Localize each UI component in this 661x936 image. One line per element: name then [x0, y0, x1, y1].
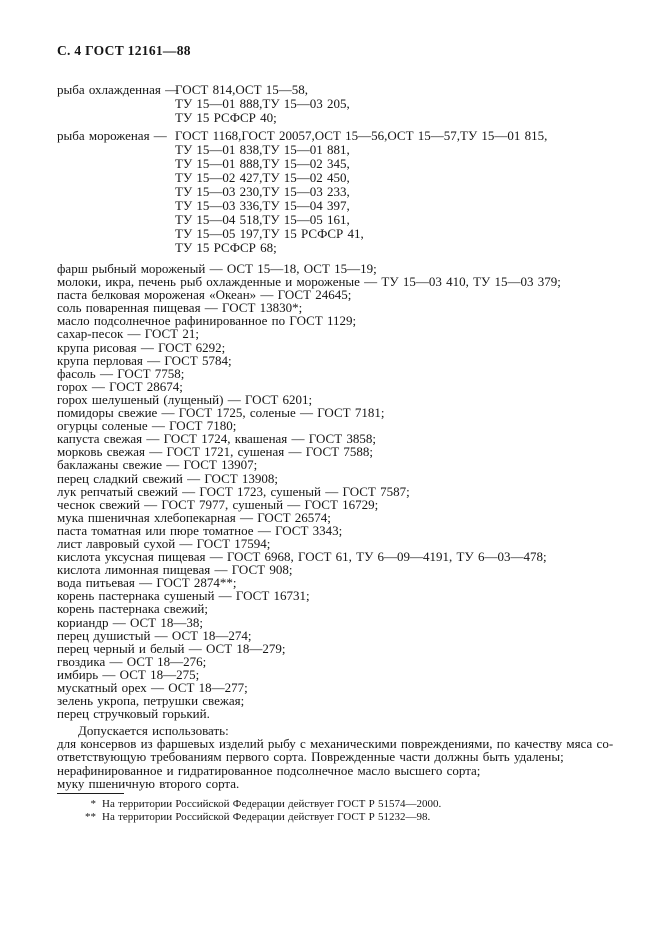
product-item-line: мука пшеничная хлебопекарная — ГОСТ 2657… [57, 509, 331, 525]
product-item-line: кориандр — ОСТ 18—38; [57, 614, 203, 630]
product-item-line: крупа перловая — ГОСТ 5784; [57, 352, 232, 368]
product-item-line: огурцы соленые — ГОСТ 7180; [57, 418, 237, 434]
product-item-line: корень пастернака свежий; [57, 601, 208, 617]
ref-line: ТУ 15—03 230,ТУ 15—03 233, [175, 184, 350, 199]
product-items: фарш рыбный мороженый — ОСТ 15—18, ОСТ 1… [57, 262, 623, 720]
ref-group-lines: ГОСТ 1168,ГОСТ 20057,ОСТ 15—56,ОСТ 15—57… [175, 129, 623, 255]
ref-line: ТУ 15—04 518,ТУ 15—05 161, [175, 212, 350, 227]
allowed-paragraph-line: для консервов из фаршевых изделий рыбу с… [57, 736, 614, 752]
product-item-line: перец сладкий свежий — ГОСТ 13908; [57, 470, 279, 486]
footnote-marker: * [90, 797, 97, 810]
footnote: ** На территории Российской Федерации дей… [57, 811, 623, 824]
footnotes: * На территории Российской Федерации дейс… [57, 798, 623, 824]
ref-group-label: рыба охлажденная — [57, 82, 179, 97]
product-item-line: горох — ГОСТ 28674; [57, 378, 183, 394]
ref-line: ТУ 15—05 197,ТУ 15 РСФСР 41, [175, 226, 364, 241]
ref-group: рыба мороженая — ГОСТ 1168,ГОСТ 20057,ОСТ… [57, 129, 623, 255]
product-item-line: помидоры свежие — ГОСТ 1725, соленые — Г… [57, 405, 385, 421]
product-item-line: горох шелушеный (лущеный) — ГОСТ 6201; [57, 391, 313, 407]
ref-line: ТУ 15—03 336,ТУ 15—04 397, [175, 198, 350, 213]
product-item-line: кислота уксусная пищевая — ГОСТ 6968, ГО… [57, 549, 547, 565]
ref-line: ТУ 15—02 427,ТУ 15—02 450, [175, 170, 350, 185]
product-item-line: соль поваренная пищевая — ГОСТ 13830*; [57, 300, 303, 316]
product-item-line: лист лавровый сухой — ГОСТ 17594; [57, 535, 271, 551]
product-item-line: имбирь — ОСТ 18—275; [57, 666, 200, 682]
allowed-section: Допускается использовать: для консервов … [57, 723, 623, 790]
allowed-paragraph-line: муку пшеничную второго сорта. [57, 775, 240, 791]
product-item-line: кислота лимонная пищевая — ГОСТ 908; [57, 562, 293, 578]
product-item-line: вода питьевая — ГОСТ 2874**; [57, 575, 237, 591]
product-item-line: зелень укропа, петрушки свежая; [57, 693, 245, 709]
ref-group: рыба охлажденная — ГОСТ 814,ОСТ 15—58, ТУ … [57, 83, 623, 125]
ref-group-lines: ГОСТ 814,ОСТ 15—58, ТУ 15—01 888,ТУ 15—03… [175, 83, 623, 125]
footnote-text: На территории Российской Федерации дейст… [102, 810, 431, 823]
ref-line: ТУ 15 РСФСР 40; [175, 110, 277, 125]
ref-line: ТУ 15—01 838,ТУ 15—01 881, [175, 142, 350, 157]
product-item-line: перец черный и белый — ОСТ 18—279; [57, 640, 286, 656]
product-item-line: морковь свежая — ГОСТ 1721, сушеная — ГО… [57, 444, 373, 460]
product-item-line: крупа рисовая — ГОСТ 6292; [57, 339, 226, 355]
product-item-line: перец стручковый горький. [57, 706, 210, 722]
product-item-line: чеснок свежий — ГОСТ 7977, сушеный — ГОС… [57, 496, 379, 512]
ref-group-label: рыба мороженая — [57, 128, 167, 143]
product-item-line: фарш рыбный мороженый — ОСТ 15—18, ОСТ 1… [57, 261, 377, 276]
footnote-marker: ** [85, 810, 96, 823]
allowed-intro: Допускается использовать: [78, 723, 229, 739]
product-item-line: капуста свежая — ГОСТ 1724, квашеная — Г… [57, 431, 376, 447]
allowed-paragraph: для консервов из фаршевых изделий рыбу с… [57, 737, 623, 789]
product-item-line: мускатный орех — ОСТ 18—277; [57, 680, 248, 695]
footnote: * На территории Российской Федерации дейс… [57, 798, 623, 811]
ref-line: ТУ 15—01 888,ТУ 15—03 205, [175, 96, 350, 111]
product-item-line: паста томатная или пюре томатное — ГОСТ … [57, 522, 343, 538]
product-item-line: лук репчатый свежий — ГОСТ 1723, сушеный… [57, 483, 410, 499]
ref-line: ТУ 15 РСФСР 68; [175, 240, 277, 255]
footnote-rule [57, 792, 124, 794]
allowed-paragraph-line: нерафинированное и гидратированное подсо… [57, 762, 481, 778]
page-content: С. 4 ГОСТ 12161—88 рыба охлажденная — ГОС… [57, 44, 623, 824]
allowed-paragraph-line: ответствующую требованиям первого сорта.… [57, 749, 564, 765]
ref-line: ГОСТ 814,ОСТ 15—58, [175, 82, 309, 97]
ref-line: ГОСТ 1168,ГОСТ 20057,ОСТ 15—56,ОСТ 15—57… [175, 128, 548, 143]
footnote-text: На территории Российской Федерации дейст… [102, 797, 442, 810]
page-header: С. 4 ГОСТ 12161—88 [57, 43, 191, 58]
product-item-line: корень пастернака сушеный — ГОСТ 16731; [57, 588, 310, 604]
ref-groups: рыба охлажденная — ГОСТ 814,ОСТ 15—58, ТУ … [57, 83, 623, 255]
product-item-line: гвоздика — ОСТ 18—276; [57, 653, 207, 669]
product-item-line: молоки, икра, печень рыб охлажденные и м… [57, 274, 561, 290]
ref-line: ТУ 15—01 888,ТУ 15—02 345, [175, 156, 350, 171]
product-item-line: масло подсолнечное рафинированное по ГОС… [57, 313, 357, 329]
product-item-line: перец душистый — ОСТ 18—274; [57, 627, 252, 643]
product-item-line: баклажаны свежие — ГОСТ 13907; [57, 457, 258, 473]
product-item-line: фасоль — ГОСТ 7758; [57, 365, 185, 381]
product-item-line: паста белковая мороженая «Океан» — ГОСТ … [57, 287, 352, 303]
product-item-line: сахар-песок — ГОСТ 21; [57, 326, 199, 342]
